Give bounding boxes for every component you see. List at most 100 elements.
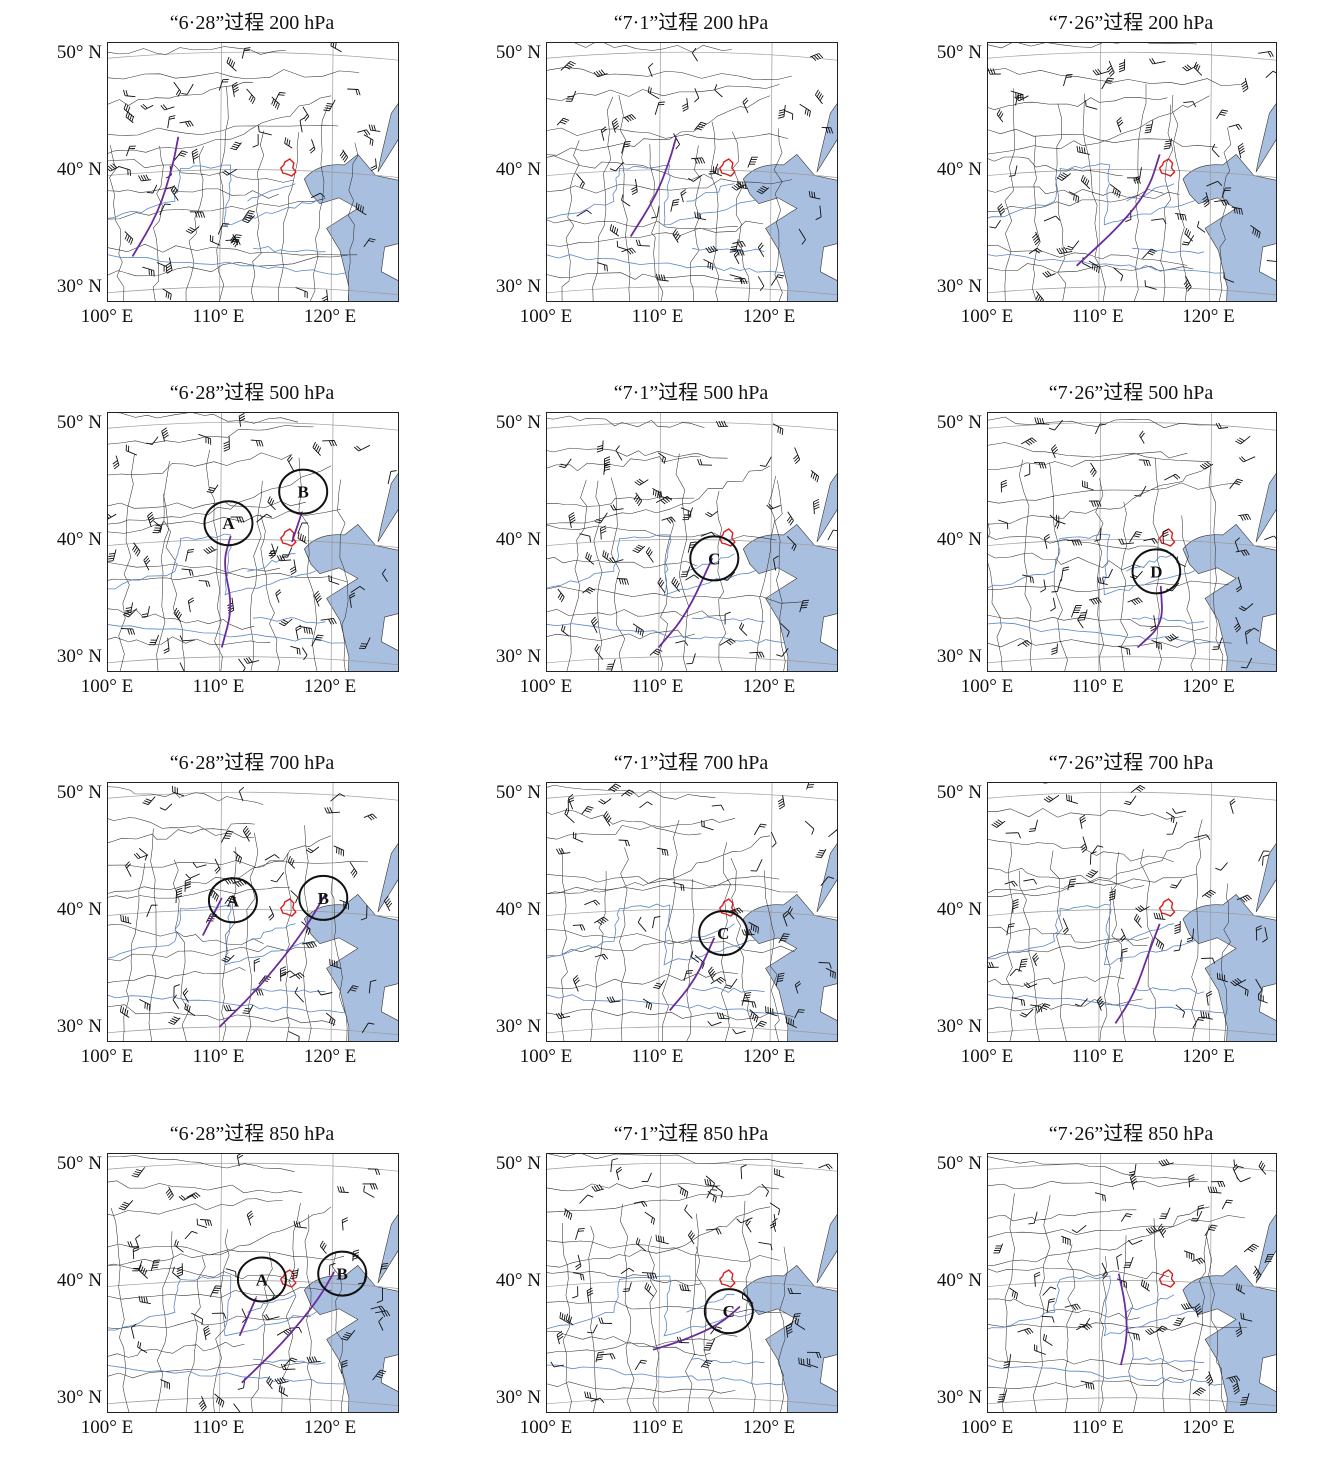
wind-barb [1154, 936, 1165, 951]
wind-barb [1238, 456, 1256, 463]
wind-barb [143, 555, 151, 571]
wind-barb [748, 921, 759, 934]
wind-barb [1134, 485, 1147, 497]
wind-barb [655, 496, 673, 505]
wind-barb [741, 992, 752, 1006]
wind-barb [773, 555, 779, 571]
wind-barb [1232, 1380, 1240, 1395]
wind-barb [276, 554, 292, 562]
korea-bay [816, 103, 837, 173]
wind-barb [333, 845, 345, 857]
wind-barb [798, 1357, 812, 1368]
wind-barb [242, 825, 252, 842]
wind-barb [1229, 798, 1236, 814]
wind-barb [138, 1264, 149, 1279]
wind-barb [610, 1158, 619, 1173]
wind-barb [250, 439, 264, 447]
wind-barb [1234, 537, 1241, 552]
system-circle [1131, 548, 1182, 595]
latitude-label: 50° N [56, 41, 102, 63]
wind-barb [1009, 1287, 1019, 1300]
longitude-line [219, 1154, 222, 1412]
wind-barb [697, 458, 713, 466]
wind-barb [616, 578, 629, 585]
wind-barb [209, 234, 221, 246]
wind-barb [1018, 958, 1028, 972]
wind-barb [179, 635, 196, 642]
system-circle [703, 1288, 754, 1335]
wind-barb [1118, 59, 1126, 73]
wind-barb [363, 238, 376, 248]
latitude-line [988, 421, 1276, 431]
wind-barb [769, 1214, 777, 1229]
wind-barb [1085, 100, 1098, 110]
system-label: B [298, 483, 309, 502]
wind-barb [203, 1325, 211, 1341]
sea-area [1182, 523, 1276, 671]
wind-barb [375, 1310, 391, 1318]
wind-barb [191, 1312, 204, 1326]
wind-barb [810, 470, 820, 483]
wind-barb [1250, 225, 1261, 239]
wind-barb [1113, 267, 1124, 282]
wind-barb [153, 520, 163, 534]
wind-barb [173, 81, 182, 97]
map-canvas: C [547, 413, 837, 671]
longitude-label: 120° E [1182, 1046, 1235, 1067]
wind-barb [1042, 270, 1056, 278]
wind-barb [360, 905, 368, 921]
wind-barb [123, 103, 134, 118]
wind-barb [1165, 811, 1175, 824]
wind-barb [1228, 123, 1243, 131]
wind-barb [1078, 609, 1088, 621]
wind-barb [122, 608, 138, 618]
wind-barb [731, 182, 746, 191]
wind-barb [1180, 1302, 1195, 1310]
wind-barb [1123, 795, 1137, 806]
wind-barb [684, 1204, 693, 1219]
latitude-label: 50° N [56, 1152, 102, 1174]
beijing-outline [1158, 528, 1176, 547]
wind-barb [243, 657, 260, 664]
wind-barb [652, 488, 662, 499]
wind-barb [185, 548, 195, 562]
wind-barb [572, 1286, 579, 1299]
wind-barb [124, 602, 134, 614]
system-label: A [222, 514, 235, 533]
wind-barb [178, 1194, 194, 1201]
latitude-label: 50° N [495, 41, 541, 63]
province-borders [547, 784, 798, 1041]
wind-barb [657, 452, 667, 464]
longitude-label: 110° E [631, 306, 684, 327]
rivers [108, 533, 346, 644]
wind-barb [1017, 640, 1032, 648]
wind-barb [770, 274, 785, 286]
wind-barb [1089, 851, 1097, 865]
beijing-outline [279, 528, 297, 547]
province-borders [547, 1154, 804, 1412]
wind-barb [686, 653, 696, 665]
wind-barb [560, 60, 576, 71]
longitude-label: 120° E [303, 676, 357, 697]
latitude-label: 50° N [56, 781, 102, 803]
wind-barb [700, 1359, 713, 1369]
map-canvas [988, 43, 1276, 301]
wind-barb [1041, 1315, 1055, 1323]
wind-barb [683, 970, 693, 982]
wind-barb [133, 852, 149, 859]
wind-barb [769, 1202, 781, 1216]
wind-barb [264, 854, 280, 861]
system-label: B [318, 889, 329, 908]
wind-barb [714, 1185, 724, 1198]
wind-barb [1049, 514, 1060, 529]
wind-barb [568, 512, 576, 528]
wind-barb [602, 550, 611, 563]
wind-barb [321, 289, 329, 301]
wind-barb [1030, 1004, 1043, 1013]
wind-barb [238, 786, 245, 802]
map-area [987, 782, 1277, 1042]
wind-barb [988, 961, 999, 968]
latitude-line [547, 1162, 837, 1172]
wind-barb [185, 873, 200, 879]
wind-barb [1138, 459, 1151, 467]
